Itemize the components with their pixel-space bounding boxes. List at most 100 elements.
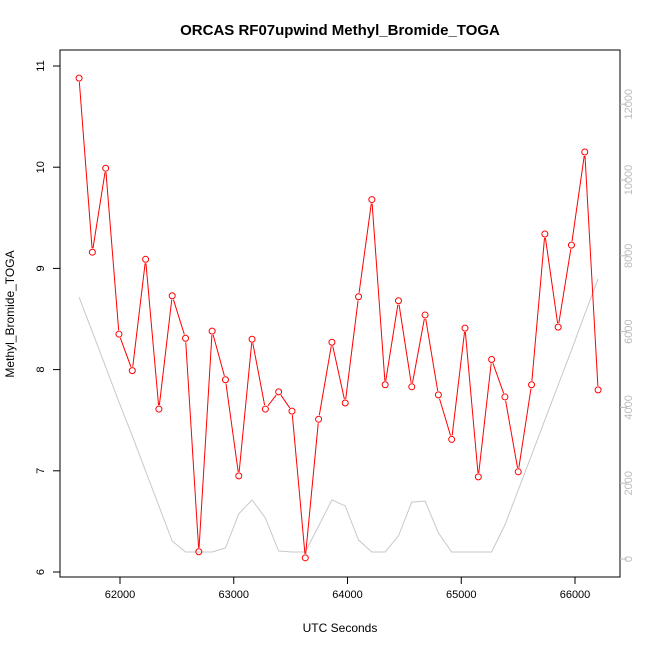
- y-axis-label: Methyl_Bromide_TOGA: [3, 250, 17, 377]
- y-tick-label: 7: [35, 468, 47, 474]
- data-segment: [145, 263, 160, 406]
- data-segment: [158, 299, 173, 406]
- data-segment: [425, 318, 439, 392]
- data-segment: [505, 400, 519, 468]
- y2-tick-label: 6000: [623, 319, 635, 343]
- data-segment: [119, 337, 132, 368]
- data-segment: [198, 335, 213, 548]
- data-point: [221, 376, 229, 384]
- data-point: [75, 74, 83, 82]
- data-segment: [318, 346, 332, 416]
- y-tick-label: 6: [35, 569, 47, 575]
- data-segment: [558, 248, 572, 324]
- data-point: [115, 330, 123, 338]
- data-point: [541, 230, 549, 238]
- data-point: [288, 407, 296, 415]
- data-point: [448, 435, 456, 443]
- data-point: [341, 399, 349, 407]
- data-point: [394, 297, 402, 305]
- data-segment: [571, 155, 585, 242]
- data-segment: [305, 423, 319, 554]
- data-segment: [225, 383, 239, 472]
- data-point: [501, 393, 509, 401]
- data-point: [434, 391, 442, 399]
- data-point: [594, 386, 602, 394]
- y-tick-label: 10: [35, 161, 47, 173]
- data-point: [275, 388, 283, 396]
- data-segment: [78, 82, 93, 249]
- data-point: [195, 548, 203, 556]
- data-segment: [439, 398, 452, 436]
- data-point: [368, 196, 376, 204]
- data-segment: [345, 300, 359, 400]
- y2-tick-label: 10000: [623, 165, 635, 196]
- data-segment: [478, 363, 492, 473]
- data-segment: [451, 332, 466, 436]
- data-segment: [371, 203, 386, 381]
- data-segment: [518, 388, 532, 468]
- x-tick-label: 66000: [560, 589, 591, 601]
- data-point: [301, 554, 309, 562]
- data-point: [315, 415, 323, 423]
- data-segment: [267, 394, 277, 407]
- data-segment: [385, 304, 399, 381]
- data-point: [248, 335, 256, 343]
- data-point: [168, 292, 176, 300]
- data-point: [155, 405, 163, 413]
- data-point: [182, 334, 190, 342]
- data-segment: [531, 237, 546, 381]
- data-segment: [291, 415, 306, 554]
- y-tick-label: 8: [35, 367, 47, 373]
- data-point: [328, 338, 336, 346]
- data-segment: [544, 237, 559, 324]
- data-segment: [412, 318, 425, 383]
- data-point: [567, 241, 575, 249]
- data-point: [208, 327, 216, 335]
- altitude-line: [78, 278, 599, 553]
- x-tick-label: 63000: [218, 589, 249, 601]
- data-point: [128, 367, 136, 375]
- data-segment: [492, 363, 505, 394]
- data-segment: [238, 343, 253, 472]
- x-tick-label: 62000: [105, 589, 136, 601]
- data-point: [408, 383, 416, 391]
- data-point: [261, 405, 269, 413]
- data-point: [488, 355, 496, 363]
- data-segment: [252, 343, 266, 406]
- data-segment: [132, 263, 146, 367]
- data-segment: [332, 346, 345, 400]
- data-point: [355, 293, 363, 301]
- y2-tick-label: 12000: [623, 89, 635, 120]
- data-point: [381, 381, 389, 389]
- y2-tick-label: 4000: [623, 395, 635, 419]
- data-segment: [398, 304, 412, 383]
- data-point: [421, 311, 429, 319]
- data-point: [514, 468, 522, 476]
- y2-tick-label: 0: [623, 556, 635, 562]
- data-point: [581, 148, 589, 156]
- x-axis-label: UTC Seconds: [303, 621, 378, 635]
- plot-frame: [59, 49, 621, 578]
- data-point: [102, 164, 110, 172]
- y2-tick-label: 2000: [623, 471, 635, 495]
- data-segment: [584, 155, 599, 386]
- data-segment: [280, 394, 291, 409]
- y-tick-label: 9: [35, 265, 47, 271]
- data-point: [528, 381, 536, 389]
- y2-tick-label: 8000: [623, 244, 635, 268]
- data-segment: [212, 334, 225, 376]
- x-tick-label: 65000: [446, 589, 477, 601]
- y-tick-label: 11: [35, 60, 47, 71]
- x-tick-label: 64000: [332, 589, 363, 601]
- data-point: [554, 323, 562, 331]
- data-point: [461, 324, 469, 332]
- data-segment: [105, 172, 120, 331]
- data-segment: [172, 299, 185, 335]
- chart-title: ORCAS RF07upwind Methyl_Bromide_TOGA: [180, 22, 500, 39]
- data-segment: [92, 172, 106, 249]
- data-segment: [358, 203, 372, 293]
- data-point: [142, 255, 150, 263]
- data-point: [235, 472, 243, 480]
- data-segment: [185, 342, 200, 548]
